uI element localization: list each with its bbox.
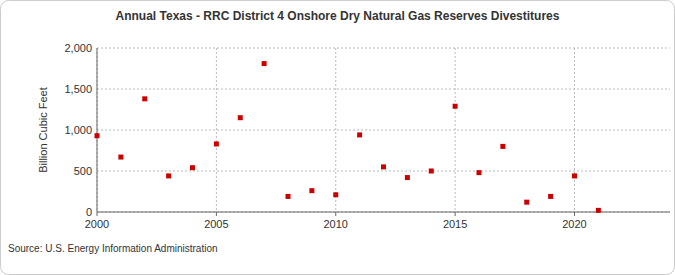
point [309,188,314,193]
x-tick [216,212,217,216]
points [95,61,601,213]
x-tick-label: 2020 [562,218,586,230]
point [95,133,100,138]
y-grid [97,171,670,172]
frame [1,1,675,275]
y-axis [97,48,98,212]
point [333,192,338,197]
y-grid [97,130,670,131]
point [214,141,219,146]
point [405,175,410,180]
point [118,155,123,160]
y-tick-label: 1,500 [64,83,92,95]
point [166,173,171,178]
title: Annual Texas - RRC District 4 Onshore Dr… [116,9,560,23]
x-grid [216,48,217,212]
point [429,169,434,174]
point [286,194,291,199]
y-tick-label: 1,000 [64,124,92,136]
x-tick-label: 2010 [324,218,348,230]
y-grid [97,48,670,49]
y-tick-label: 2,000 [64,42,92,54]
x-tick-label: 2005 [204,218,228,230]
y-tick-label: 500 [74,165,92,177]
x-grid [574,48,575,212]
y-grid [97,89,670,90]
x-tick-label: 2000 [85,218,109,230]
x-grid [455,48,456,212]
y-tick-label: 0 [86,206,92,218]
point [596,208,601,213]
point [524,200,529,205]
y-axis-label: Billion Cubic Feet [37,87,49,173]
x-tick [97,212,98,216]
x-tick [335,212,336,216]
point [238,115,243,120]
point [453,104,458,109]
point [477,170,482,175]
x-axis [97,212,670,213]
point [357,132,362,137]
point [381,164,386,169]
y-grid [97,212,670,213]
source: Source: U.S. Energy Information Administ… [8,243,218,254]
x-tick [455,212,456,216]
point [190,165,195,170]
point [548,194,553,199]
point [572,173,577,178]
x-grid [335,48,336,212]
x-tick [574,212,575,216]
point [500,144,505,149]
point [142,96,147,101]
point [262,61,267,66]
x-grid [97,48,98,212]
chart: Annual Texas - RRC District 4 Onshore Dr… [0,0,675,275]
x-tick-label: 2015 [443,218,467,230]
